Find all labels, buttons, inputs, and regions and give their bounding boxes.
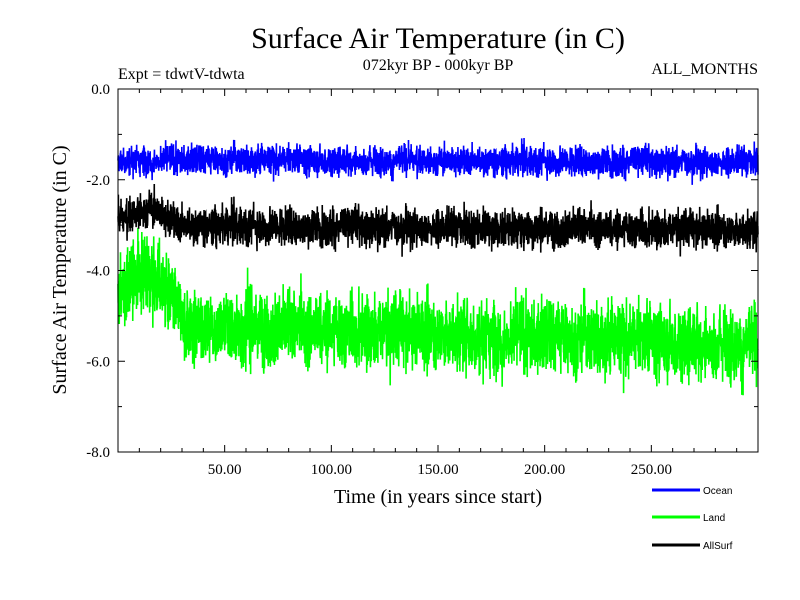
y-tick-label: -2.0 [86, 173, 110, 189]
legend-label-allsurf: AllSurf [703, 541, 733, 552]
series-layer [117, 138, 759, 396]
y-tick-label: -8.0 [86, 445, 110, 461]
x-axis-label: Time (in years since start) [334, 486, 542, 508]
x-tick-label: 100.00 [311, 462, 352, 478]
x-tick-label: 200.00 [524, 462, 565, 478]
legend: Ocean Land AllSurf [652, 486, 733, 552]
legend-label-ocean: Ocean [703, 486, 732, 497]
x-tick-label: 50.00 [208, 462, 242, 478]
y-tick-label: -4.0 [86, 264, 110, 280]
chart-title: Surface Air Temperature (in C) [251, 22, 625, 55]
y-tick-label: -6.0 [86, 354, 110, 370]
series-line-allsurf [117, 184, 759, 257]
plot-frame [117, 88, 759, 453]
series-line-land [117, 227, 759, 396]
series-line-ocean [117, 138, 759, 185]
axis-layer: 50.00 100.00 150.00 200.00 250.00 0.0 -2.0 -4.0… [86, 82, 758, 478]
period-label: ALL_MONTHS [651, 61, 758, 78]
legend-label-land: Land [703, 513, 725, 524]
y-tick-label: 0.0 [91, 82, 110, 98]
x-tick-label: 250.00 [631, 462, 672, 478]
chart-subtitle: 072kyr BP - 000kyr BP [363, 57, 514, 74]
y-axis-label: Surface Air Temperature (in C) [49, 145, 71, 394]
experiment-label: Expt = tdwtV-tdwta [118, 66, 245, 83]
x-tick-label: 150.00 [417, 462, 458, 478]
